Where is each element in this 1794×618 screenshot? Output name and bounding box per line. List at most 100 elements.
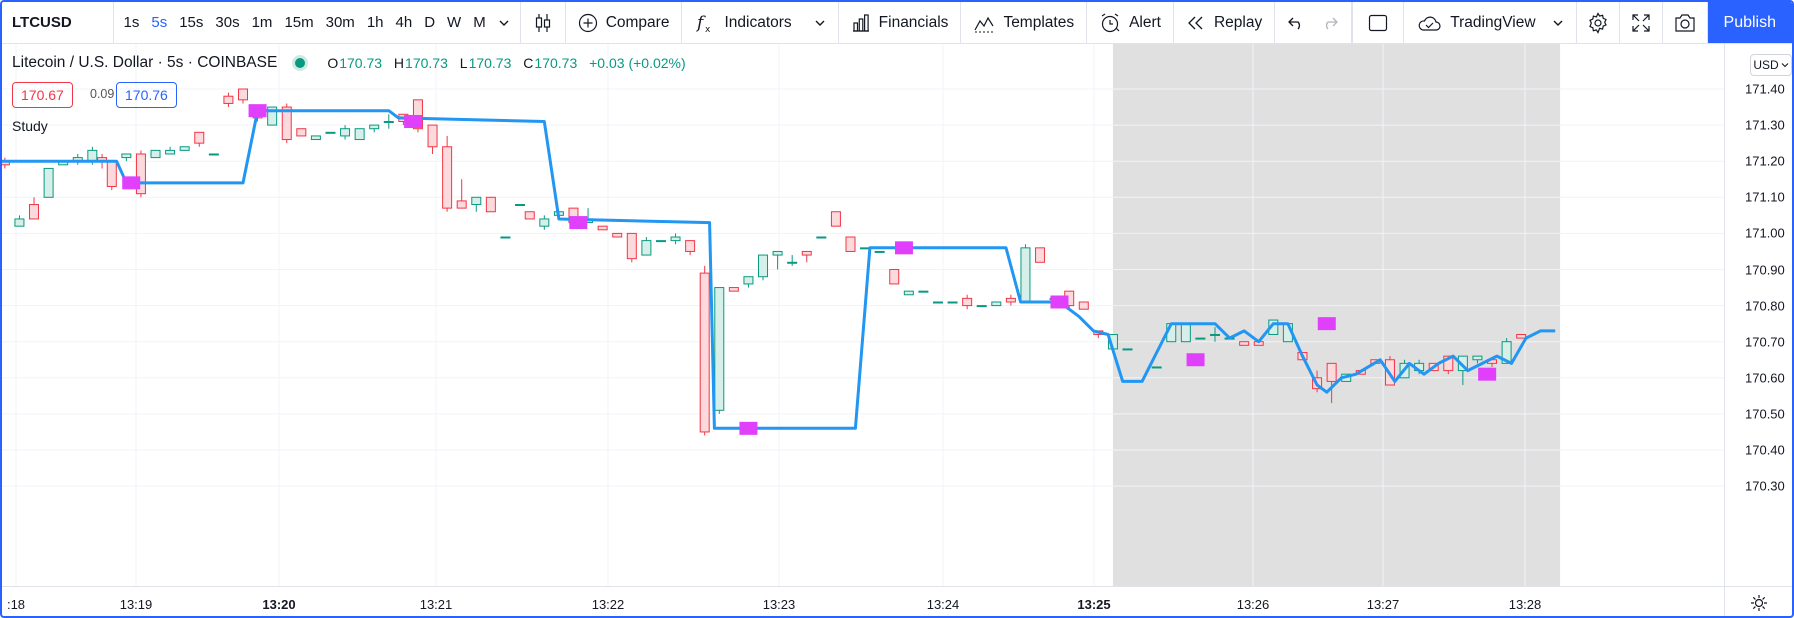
candle — [685, 240, 696, 256]
study-marker — [569, 216, 588, 230]
timeframe-1s[interactable]: 1s — [123, 14, 140, 31]
candle — [471, 196, 482, 212]
candle — [772, 250, 783, 270]
candle — [106, 160, 117, 191]
alert-label: Alert — [1129, 13, 1161, 31]
timeframe-w[interactable]: W — [447, 14, 462, 31]
timeframe-30m[interactable]: 30m — [325, 14, 355, 31]
study-marker — [1186, 353, 1205, 367]
candle-body — [1443, 355, 1454, 372]
axis-settings-button[interactable] — [1724, 586, 1792, 616]
timeframe-d[interactable]: D — [424, 14, 436, 31]
candle — [728, 287, 739, 292]
candle-body — [612, 232, 623, 238]
candle — [43, 167, 54, 198]
price-axis[interactable]: 171.40 171.30 171.20 171.10 171.00 170.90 170.… — [1724, 44, 1792, 586]
study-line — [2, 109, 1556, 430]
snapshot-button[interactable] — [1663, 2, 1708, 43]
chart-type-button[interactable] — [521, 2, 566, 43]
timeframe-15m[interactable]: 15m — [284, 14, 314, 31]
candle-body — [1472, 355, 1483, 361]
settings-button[interactable] — [1577, 2, 1620, 43]
candle-body — [208, 153, 219, 156]
x-tick-label: 13:26 — [1236, 597, 1270, 612]
candle — [787, 255, 798, 266]
replay-button[interactable]: Replay — [1174, 2, 1276, 43]
chevron-down-icon[interactable] — [492, 2, 516, 43]
candle — [1326, 362, 1337, 404]
timeframe-m[interactable]: M — [473, 14, 486, 31]
currency-selector[interactable]: USD — [1750, 54, 1792, 76]
candle — [962, 294, 973, 310]
templates-button[interactable]: Templates — [961, 2, 1088, 43]
timeframe-5s[interactable]: 5s — [151, 14, 168, 31]
timeframe-1m[interactable]: 1m — [251, 14, 273, 31]
candle-body — [976, 305, 987, 308]
candle-body — [1122, 348, 1133, 351]
candle-body — [515, 204, 526, 207]
svg-text:x: x — [705, 25, 711, 34]
candle-body — [539, 218, 550, 227]
candle-body — [845, 236, 856, 252]
candle — [597, 225, 608, 231]
chart-plot[interactable] — [2, 44, 1724, 586]
market-status-dot[interactable] — [295, 58, 306, 68]
candle — [641, 237, 652, 256]
timeframe-group: 1s 5s 15s 30s 1m 15m 30m 1h 4h D W M — [114, 2, 521, 43]
timeframe-4h[interactable]: 4h — [395, 14, 413, 31]
candle-body — [524, 211, 535, 220]
candle — [918, 290, 929, 293]
candle-body — [1501, 341, 1512, 364]
candle-body — [165, 149, 176, 155]
candle-body — [500, 236, 511, 239]
alert-button[interactable]: Alert — [1087, 2, 1174, 43]
top-toolbar: LTCUSD 1s 5s 15s 30s 1m 15m 30m 1h 4h D … — [2, 2, 1792, 44]
candle — [860, 247, 871, 250]
sell-price-button[interactable]: 170.67 — [12, 82, 73, 108]
fullscreen-square-button[interactable] — [1352, 2, 1405, 43]
y-tick-label: 170.60 — [1745, 370, 1785, 386]
svg-text:f: f — [695, 13, 706, 33]
y-tick-label: 170.70 — [1745, 334, 1785, 350]
symbol-title[interactable]: Litecoin / U.S. Dollar · 5s · COINBASE — [12, 54, 278, 71]
templates-icon — [973, 13, 995, 33]
publish-button[interactable]: Publish — [1707, 2, 1792, 43]
redo-icon[interactable] — [1321, 15, 1339, 31]
timeframe-1h[interactable]: 1h — [366, 14, 384, 31]
chevron-down-icon[interactable] — [814, 17, 826, 29]
compare-label: Compare — [605, 13, 670, 31]
symbol-search[interactable]: LTCUSD — [2, 2, 114, 43]
candle — [743, 276, 754, 288]
time-axis[interactable]: :18 13:19 13:20 13:21 13:22 13:23 13:24 13:25 13… — [2, 586, 1724, 616]
candle-body — [597, 225, 608, 231]
candle — [194, 131, 205, 147]
timeframe-15s[interactable]: 15s — [179, 14, 204, 31]
undo-icon[interactable] — [1287, 15, 1305, 31]
x-tick-label: 13:27 — [1366, 597, 1400, 612]
study-marker — [248, 104, 267, 118]
candle-body — [194, 131, 205, 144]
gear-icon — [1587, 11, 1609, 34]
timeframe-30s[interactable]: 30s — [215, 14, 240, 31]
x-tick-label: 13:19 — [119, 597, 153, 612]
candles-icon — [533, 12, 553, 34]
buy-price-button[interactable]: 170.76 — [116, 82, 177, 108]
candle-body — [471, 196, 482, 206]
financials-button[interactable]: Financials — [839, 2, 962, 43]
candle-body — [1516, 333, 1527, 339]
chevron-down-icon[interactable] — [1552, 17, 1564, 29]
layout-button[interactable]: TradingView — [1404, 2, 1577, 43]
candle-body — [1005, 297, 1016, 303]
candle-body — [296, 128, 307, 137]
study-legend[interactable]: Study — [12, 118, 48, 134]
y-tick-label: 171.30 — [1745, 117, 1785, 133]
candle-body — [354, 128, 365, 141]
compare-button[interactable]: Compare — [566, 2, 683, 43]
fullscreen-button[interactable] — [1620, 2, 1663, 43]
high-value: 170.73 — [405, 55, 448, 71]
plus-circle-icon — [578, 13, 598, 33]
y-tick-label: 171.10 — [1745, 189, 1785, 205]
camera-icon — [1673, 12, 1697, 34]
